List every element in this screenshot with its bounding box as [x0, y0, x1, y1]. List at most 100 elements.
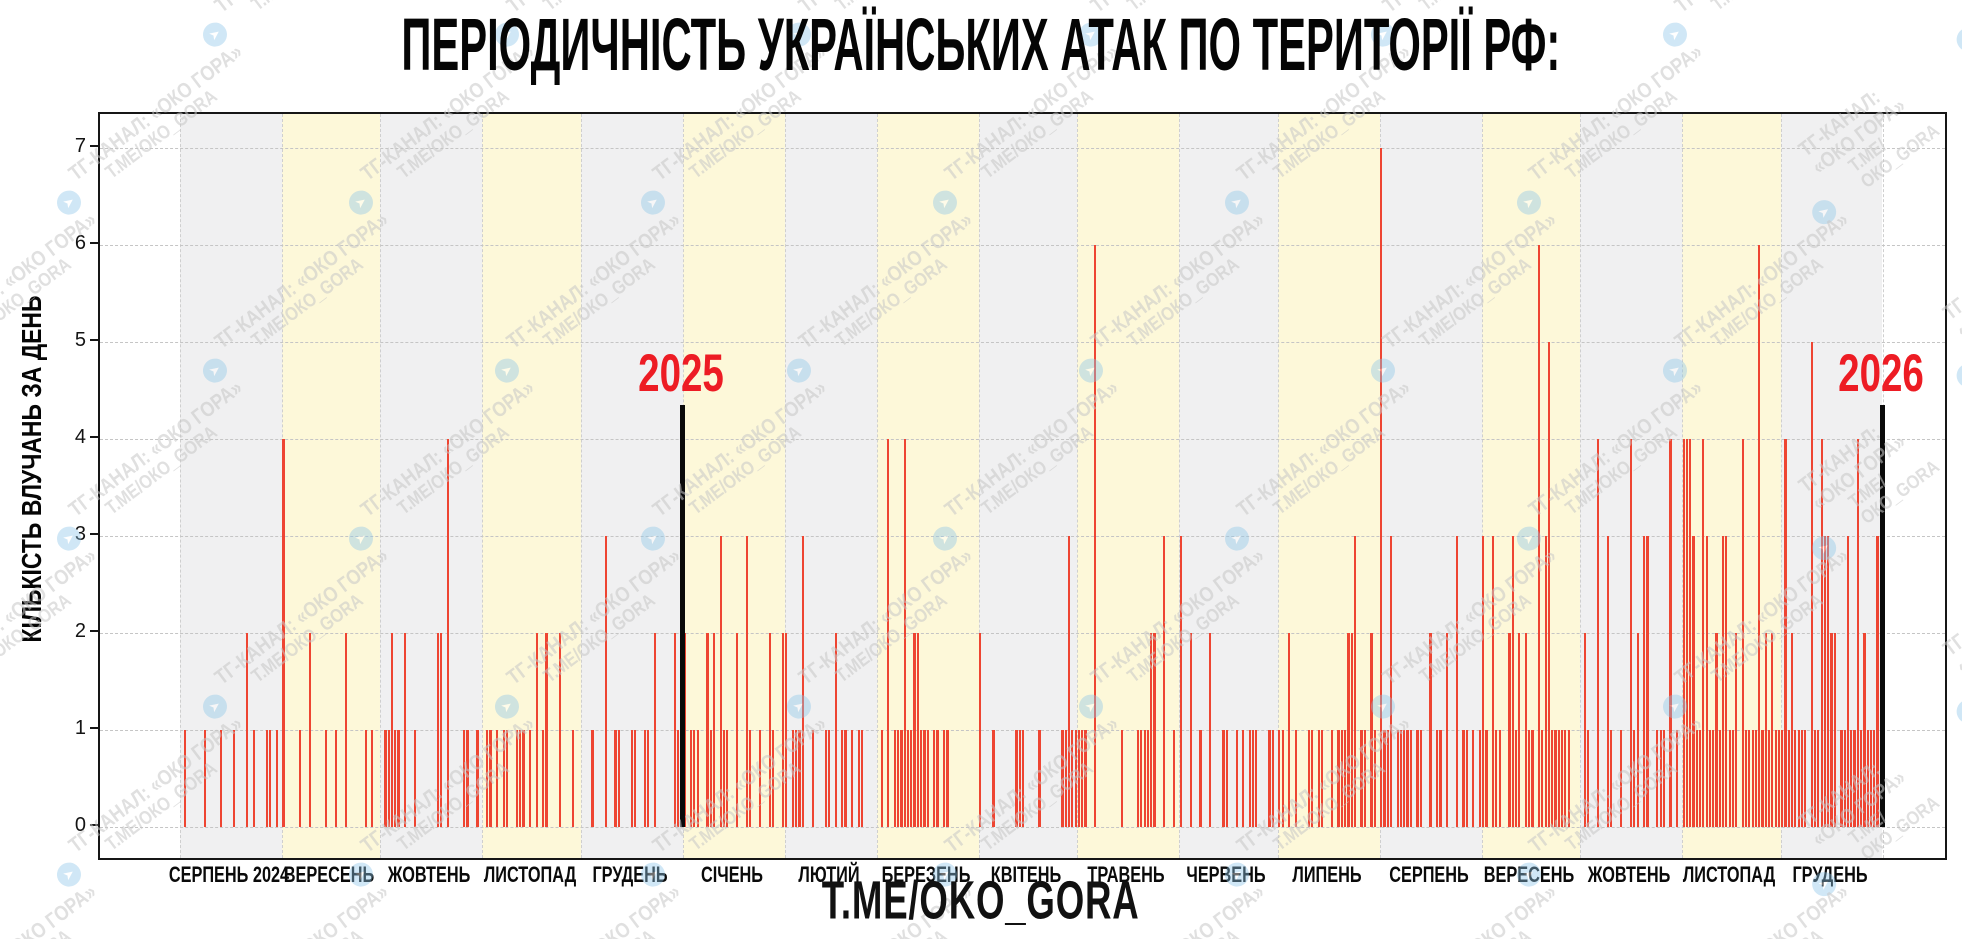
data-bar: [1465, 730, 1468, 827]
data-bar: [851, 730, 854, 827]
data-bar: [394, 730, 397, 827]
data-bar: [436, 633, 440, 827]
month-boundary-line: [380, 114, 382, 858]
month-boundary-line: [580, 114, 582, 858]
x-tick-month-label: ГРУДЕНЬ: [592, 862, 668, 887]
data-bar: [897, 730, 900, 827]
data-bar: [1081, 730, 1084, 827]
month-band-11: [1179, 114, 1278, 858]
data-bar: [1340, 730, 1343, 827]
data-bar: [1061, 730, 1064, 827]
data-bar: [1531, 730, 1534, 827]
y-tick-mark: [90, 242, 99, 244]
data-bar: [693, 730, 696, 827]
data-bar: [1067, 536, 1071, 827]
month-boundary-line: [1780, 114, 1782, 858]
data-bar: [335, 730, 338, 827]
year-marker-line-2025: [680, 405, 686, 827]
data-bar: [1547, 342, 1550, 827]
data-bar: [1830, 633, 1833, 827]
data-bar: [1390, 536, 1393, 827]
data-bar: [1761, 730, 1764, 827]
month-boundary-line: [978, 114, 980, 858]
data-bar: [768, 633, 772, 827]
data-bar: [913, 633, 916, 827]
data-bar: [1294, 730, 1297, 827]
data-bar: [772, 730, 775, 827]
gridline-y-4: [100, 439, 1945, 440]
data-bar: [933, 730, 936, 827]
data-bar: [1350, 633, 1353, 827]
data-bar: [1077, 730, 1080, 827]
data-bar: [689, 730, 693, 827]
bottom-caption-text: T.ME/OKO_GORA: [822, 869, 1140, 931]
data-bar: [1728, 730, 1731, 827]
chart-title-text: ПЕРІОДИЧНІСТЬ УКРАЇНСЬКИХ АТАК ПО ТЕРИТО…: [401, 3, 1561, 87]
x-tick-month-label: ВЕРЕСЕНЬ: [1483, 862, 1575, 887]
data-bar: [719, 536, 722, 827]
data-bar: [1564, 730, 1567, 827]
data-bar: [745, 536, 749, 827]
year-marker-line-2026: [1880, 405, 1885, 827]
month-band-16: [1682, 114, 1781, 858]
data-bar: [647, 730, 650, 827]
data-bar: [1199, 730, 1202, 827]
y-tick-label-4: 4: [74, 426, 86, 448]
data-bar: [920, 730, 923, 827]
data-bar: [384, 730, 387, 827]
month-band-14: [1481, 114, 1581, 858]
month-boundary-line: [281, 114, 283, 858]
data-bar: [1731, 730, 1735, 827]
data-bar: [782, 633, 785, 827]
data-bar: [1597, 439, 1600, 827]
data-bar: [1321, 730, 1324, 827]
y-tick-mark: [90, 339, 99, 341]
month-band-4: [482, 114, 581, 858]
data-bar: [673, 633, 676, 827]
data-bar: [1146, 730, 1149, 827]
data-bar: [1436, 730, 1439, 827]
data-bar: [502, 730, 505, 827]
data-bar: [946, 730, 949, 827]
data-bar: [1876, 536, 1879, 827]
data-bar: [1685, 439, 1689, 827]
data-bar: [906, 730, 910, 827]
telegram-circle-icon: ➤: [52, 185, 86, 220]
data-bar: [203, 730, 206, 827]
data-bar: [1235, 730, 1238, 827]
data-bar: [860, 730, 864, 827]
month-boundary-line: [1179, 114, 1181, 858]
data-bar: [1511, 536, 1514, 827]
data-bar: [1281, 730, 1284, 827]
data-bar: [463, 730, 466, 827]
data-bar: [900, 730, 903, 827]
data-bar: [1140, 730, 1143, 827]
data-bar: [1708, 730, 1712, 827]
data-bar: [1518, 633, 1521, 827]
data-bar: [1705, 536, 1708, 827]
data-bar: [834, 633, 837, 827]
x-tick-month-label: ЛИПЕНЬ: [1292, 862, 1362, 887]
data-bar: [1445, 633, 1449, 827]
data-bar: [1794, 730, 1797, 827]
data-bar: [726, 730, 729, 827]
data-bar: [1823, 536, 1827, 827]
data-bar: [1498, 730, 1501, 827]
data-bar: [446, 439, 449, 827]
data-bar: [1317, 730, 1320, 827]
y-tick-label-1: 1: [74, 717, 86, 739]
data-bar: [1800, 730, 1804, 827]
data-bar: [722, 730, 726, 827]
y-axis-label-text: КІЛЬКІСТЬ ВЛУЧАНЬ ЗА ДЕНЬ: [16, 295, 47, 643]
x-tick-month-label: СЕРПЕНЬ 2024: [168, 862, 290, 887]
data-bar: [1646, 536, 1649, 827]
data-bar: [1409, 730, 1412, 827]
data-bar: [1015, 730, 1018, 827]
data-bar: [1271, 730, 1274, 827]
data-bar: [1462, 730, 1465, 827]
data-bar: [1252, 730, 1255, 827]
data-bar: [1695, 730, 1698, 827]
data-bar: [308, 633, 311, 827]
gridline-y-3: [100, 536, 1945, 537]
data-bar: [1084, 730, 1087, 827]
